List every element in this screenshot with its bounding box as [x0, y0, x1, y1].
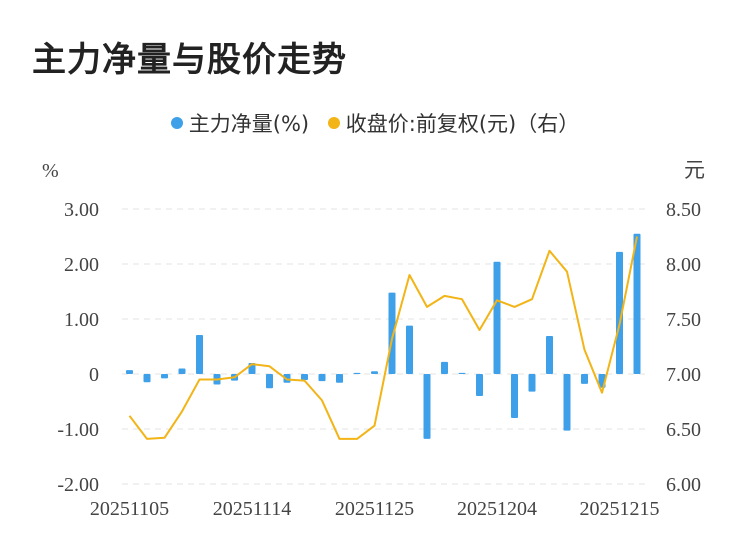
bar — [458, 372, 466, 374]
bar — [616, 251, 623, 374]
y-left-tick-label: -1.00 — [57, 419, 99, 441]
bar — [511, 374, 518, 418]
bar — [336, 374, 343, 383]
y-left-tick-label: 0 — [89, 364, 99, 386]
bar — [126, 370, 133, 374]
legend-dot-line-icon — [327, 117, 340, 129]
bar — [353, 372, 361, 374]
bar — [266, 374, 273, 389]
y-right-tick-label: 7.50 — [666, 309, 701, 331]
bar — [143, 374, 151, 383]
x-tick-label: 20251204 — [457, 498, 537, 520]
bar — [318, 374, 326, 382]
bar — [476, 374, 483, 396]
bar — [301, 374, 308, 381]
bar — [546, 336, 553, 374]
right-axis-unit: 元 — [684, 158, 705, 182]
bar — [406, 325, 413, 374]
y-right-tick-label: 8.00 — [666, 254, 701, 276]
legend-label-net-volume: 主力净量(%) — [188, 112, 310, 136]
bar — [563, 374, 571, 431]
y-right-tick-label: 6.50 — [666, 419, 701, 441]
y-left-tick-label: -2.00 — [57, 474, 99, 496]
bar — [371, 371, 378, 374]
legend-label-close-price: 收盘价:前复权(元)（右） — [345, 112, 580, 136]
y-right-tick-label: 6.00 — [666, 474, 701, 496]
y-left-tick-label: 1.00 — [64, 309, 99, 331]
bar — [528, 374, 536, 392]
x-tick-label: 20251114 — [213, 498, 292, 520]
y-right-tick-label: 7.00 — [666, 364, 701, 386]
x-tick-label: 20251215 — [580, 498, 660, 520]
x-tick-label: 20251125 — [335, 498, 414, 520]
left-axis-unit: % — [42, 160, 59, 182]
y-right-tick-label: 8.50 — [666, 199, 701, 221]
x-tick-label: 20251105 — [90, 498, 169, 520]
chart-title: 主力净量与股价走势 — [32, 40, 347, 80]
bar — [196, 334, 203, 374]
bar — [441, 361, 448, 374]
bar — [178, 368, 186, 374]
legend-dot-bar-icon — [170, 117, 183, 129]
bar — [633, 233, 641, 374]
y-left-tick-label: 2.00 — [64, 254, 99, 276]
bar — [388, 292, 396, 374]
bar — [581, 374, 588, 384]
legend-item-net-volume[interactable]: 主力净量(%) — [170, 108, 310, 138]
legend-item-close-price[interactable]: 收盘价:前复权(元)（右） — [327, 108, 580, 138]
price-line — [128, 236, 638, 440]
bar — [493, 261, 501, 374]
bar — [161, 374, 168, 379]
y-left-tick-label: 3.00 — [64, 199, 99, 221]
bar — [423, 374, 431, 439]
legend: 主力净量(%) 收盘价:前复权(元)（右） — [0, 108, 750, 138]
